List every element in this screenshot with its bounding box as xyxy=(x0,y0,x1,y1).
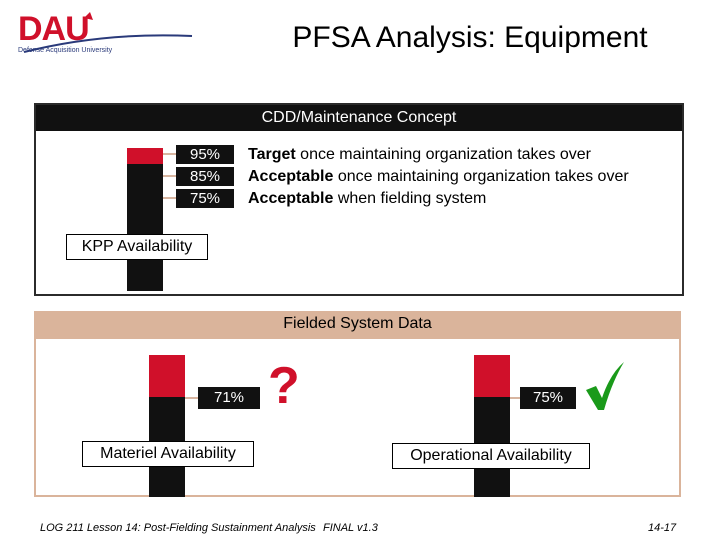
materiel-availability-label: Materiel Availability xyxy=(82,441,254,467)
operational-availability-label: Operational Availability xyxy=(392,443,590,469)
threshold-75-label: 75% xyxy=(176,189,234,208)
threshold-95-description: Target once maintaining organization tak… xyxy=(248,144,591,166)
threshold-85-label: 85% xyxy=(176,167,234,186)
cdd-panel: CDD/Maintenance Concept 95% 85% 75% Targ… xyxy=(34,103,684,296)
logo-subtext: Defense Acquisition University xyxy=(18,47,112,54)
threshold-75-description: Acceptable when fielding system xyxy=(248,188,486,210)
leader-line xyxy=(163,175,177,177)
kpp-availability-bar xyxy=(127,148,163,291)
materiel-availability-value: 71% xyxy=(198,387,260,409)
dau-logo: DAU Defense Acquisition University xyxy=(14,10,194,58)
leader-line xyxy=(163,153,177,155)
kpp-availability-label: KPP Availability xyxy=(66,234,208,260)
cdd-panel-heading: CDD/Maintenance Concept xyxy=(36,105,682,131)
operational-availability-value: 75% xyxy=(520,387,576,409)
operational-bar-top-segment xyxy=(474,355,510,397)
slide-title: PFSA Analysis: Equipment xyxy=(250,20,690,56)
question-mark: ? xyxy=(268,356,300,416)
footer-course-label: LOG 211 Lesson 14: Post-Fielding Sustain… xyxy=(40,522,316,534)
check-icon xyxy=(582,360,628,412)
materiel-bar-top-segment xyxy=(149,355,185,397)
leader-line xyxy=(163,197,177,199)
kpp-bar-top-segment xyxy=(127,148,163,164)
footer-page-number: 14-17 xyxy=(648,522,676,534)
threshold-95-label: 95% xyxy=(176,145,234,164)
footer-version-label: FINAL v1.3 xyxy=(323,522,378,534)
logo-text: DAU xyxy=(18,12,89,46)
fielded-panel-heading: Fielded System Data xyxy=(34,311,681,337)
threshold-85-description: Acceptable once maintaining organization… xyxy=(248,166,629,188)
